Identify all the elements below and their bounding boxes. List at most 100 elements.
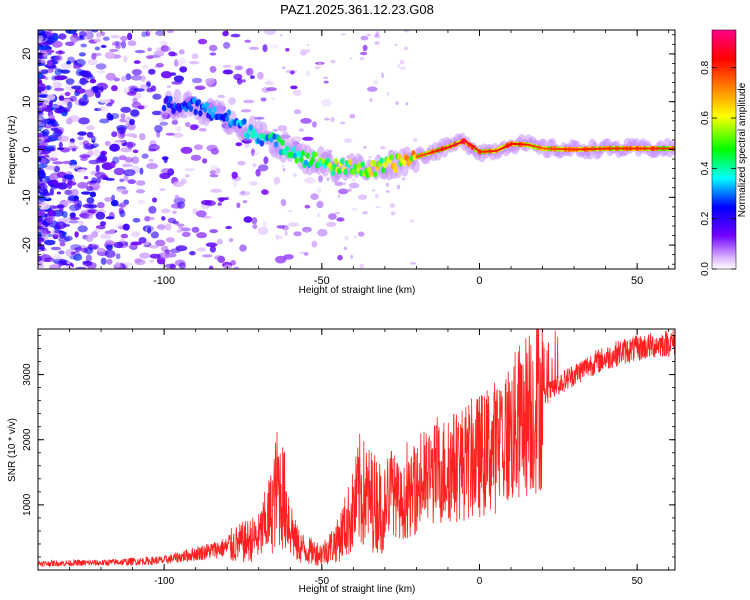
noise-blob (285, 47, 290, 52)
signal-core (514, 143, 518, 145)
signal-core (446, 146, 449, 149)
x-tick-label: 50 (631, 275, 643, 287)
signal-cell (284, 145, 290, 152)
noise-dot (375, 206, 381, 208)
signal-cell (379, 157, 384, 164)
noise-blob (69, 95, 77, 102)
signal-core (579, 148, 582, 151)
noise-blob (85, 254, 93, 262)
signal-core (424, 153, 427, 156)
noise-blob (38, 183, 48, 192)
signal-cell (198, 110, 203, 117)
noise-blob (98, 86, 104, 93)
signal-core (641, 147, 644, 150)
noise-blob (113, 167, 125, 176)
noise-blob (166, 85, 172, 89)
noise-blob (321, 98, 332, 107)
signal-core (441, 148, 444, 151)
noise-blob (92, 85, 100, 93)
signal-cell (333, 158, 339, 165)
noise-dot (282, 66, 286, 70)
noise-blob (38, 106, 44, 113)
noise-blob (168, 51, 176, 57)
signal-core (670, 147, 673, 150)
noise-blob (49, 188, 54, 196)
noise-blob (179, 66, 188, 73)
noise-blob (77, 168, 87, 174)
noise-blob (104, 197, 113, 202)
noise-blob (62, 211, 68, 218)
noise-blob (67, 101, 73, 110)
noise-blob (316, 200, 324, 209)
noise-blob (275, 255, 287, 264)
signal-core (651, 147, 654, 150)
noise-dot (380, 72, 384, 75)
noise-blob (130, 75, 143, 81)
noise-blob (46, 85, 51, 90)
noise-blob (63, 174, 74, 180)
signal-core (494, 150, 497, 152)
y-tick-label: -20 (21, 237, 33, 253)
noise-blob (240, 109, 252, 113)
noise-blob (180, 146, 193, 154)
noise-blob (197, 38, 208, 45)
noise-blob (303, 252, 309, 256)
noise-blob (233, 266, 240, 269)
noise-blob (271, 96, 276, 101)
signal-core (622, 147, 625, 150)
signal-cell (188, 105, 194, 112)
noise-blob (127, 179, 136, 185)
noise-blob (146, 87, 154, 93)
signal-core (617, 147, 620, 150)
noise-blob (228, 97, 236, 105)
x-tick-label: -50 (314, 275, 330, 287)
noise-dot (287, 209, 293, 213)
noise-blob (124, 141, 136, 148)
noise-blob (86, 186, 94, 192)
noise-blob (68, 115, 80, 122)
noise-blob (60, 69, 71, 74)
noise-blob (201, 254, 213, 258)
noise-dot (350, 254, 353, 259)
noise-blob (57, 128, 63, 135)
noise-blob (48, 114, 55, 119)
noise-blob (100, 257, 107, 265)
signal-cell (401, 159, 406, 166)
noise-blob (79, 30, 87, 38)
y-tick-label: 1000 (22, 493, 33, 516)
noise-blob (344, 138, 353, 143)
noise-blob (181, 231, 191, 238)
noise-blob (105, 177, 115, 181)
noise-blob (239, 244, 247, 252)
noise-blob (38, 97, 43, 104)
signal-core (662, 147, 665, 150)
signal-core (556, 148, 559, 150)
signal-core (564, 148, 567, 151)
noise-blob (265, 87, 277, 92)
noise-blob (102, 36, 110, 41)
signal-core (596, 147, 599, 150)
x-tick-label: 0 (476, 275, 482, 287)
noise-blob (160, 208, 171, 214)
noise-dot (351, 178, 356, 182)
signal-core (495, 149, 499, 152)
noise-blob (317, 228, 328, 237)
noise-dot (324, 117, 330, 121)
noise-blob (62, 265, 74, 269)
noise-blob (114, 261, 121, 268)
signal-core (603, 147, 606, 150)
signal-core (475, 147, 478, 150)
noise-blob (38, 59, 42, 67)
noise-blob (100, 234, 112, 239)
signal-core (499, 147, 502, 150)
noise-blob (116, 188, 125, 193)
noise-blob (273, 176, 281, 185)
noise-blob (249, 46, 259, 51)
signal-core (584, 148, 588, 151)
noise-blob (94, 46, 101, 51)
signal-cell (305, 152, 310, 159)
noise-blob (80, 43, 87, 48)
noise-blob (64, 91, 71, 97)
signal-cell (389, 154, 394, 161)
